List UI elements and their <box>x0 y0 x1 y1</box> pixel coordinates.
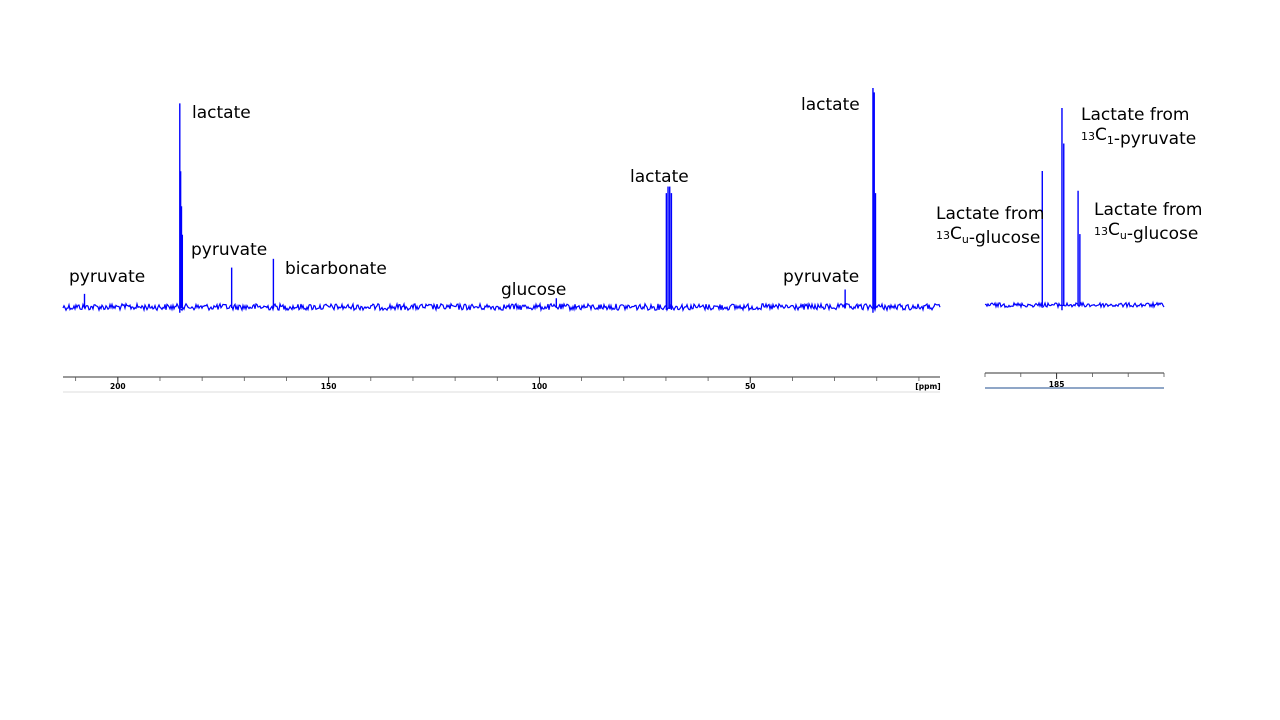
peak-annotation-line: 13Cu-glucose <box>936 224 1040 248</box>
peak-annotation: pyruvate <box>191 240 267 260</box>
x-tick-label: 185 <box>1049 380 1065 389</box>
peak-annotation: lactate <box>192 103 251 123</box>
peak-annotation-line: Lactate from <box>936 204 1044 224</box>
peak-annotation: pyruvate <box>69 267 145 287</box>
x-axis-unit-label: [ppm] <box>915 382 940 391</box>
peak-annotation-line: Lactate from <box>1081 105 1189 125</box>
x-tick-label: 200 <box>110 382 126 391</box>
peak-annotation: glucose <box>501 280 566 300</box>
spectrum-baseline <box>62 301 941 313</box>
x-tick-label: 100 <box>532 382 548 391</box>
peak-annotation: bicarbonate <box>285 259 387 279</box>
x-tick-label: 50 <box>745 382 755 391</box>
peak-annotation-line: Lactate from <box>1094 200 1202 220</box>
peak-annotation: lactate <box>630 167 689 187</box>
peak-annotation: lactate <box>801 95 860 115</box>
peak-annotation: pyruvate <box>783 267 859 287</box>
peak-annotation-line: 13Cu-glucose <box>1094 220 1198 244</box>
peak-annotation-line: 13C1-pyruvate <box>1081 125 1196 149</box>
full-spectrum-panel: 200 150 100 50 [ppm] pyruvate lactate pyruvate b… <box>62 88 941 393</box>
spectrum-baseline <box>984 300 1165 310</box>
x-tick-label: 150 <box>321 382 337 391</box>
